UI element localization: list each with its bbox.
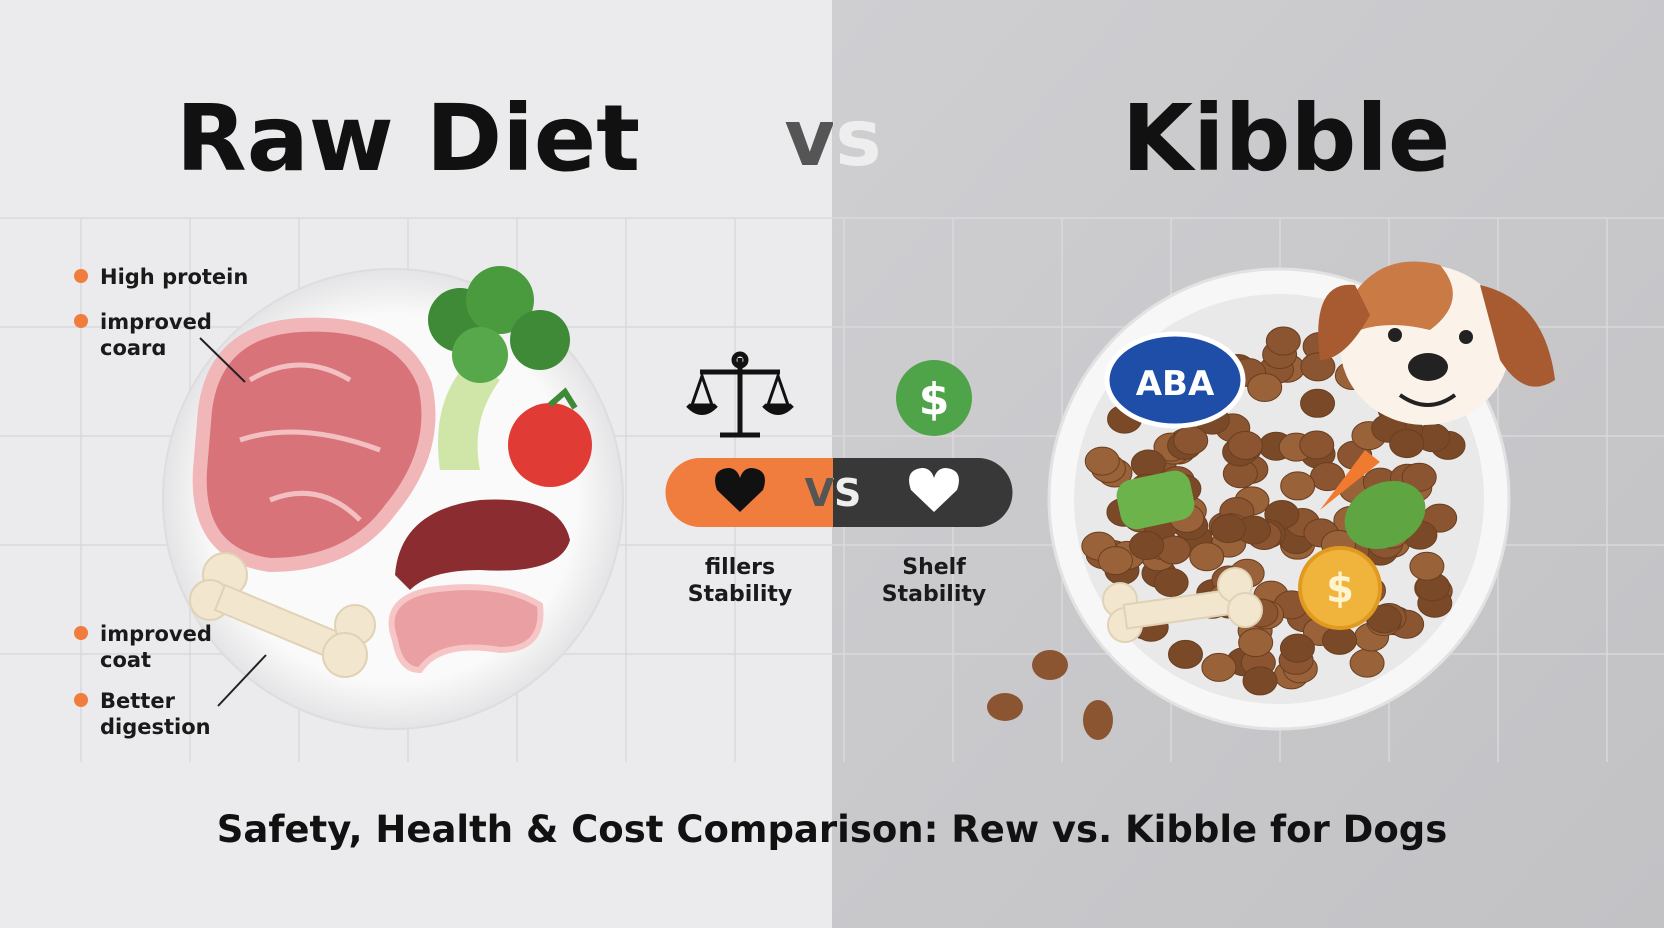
mid-label: Stability (688, 582, 792, 607)
raw-plate (162, 266, 624, 730)
kibble-piece (1167, 639, 1203, 669)
benefit-text: coarɑ (100, 336, 166, 360)
scales-icon (686, 351, 794, 438)
kibble-piece (1280, 471, 1316, 501)
benefit-list: High proteinimprovedcoarɑimprovedcoatBet… (74, 265, 248, 739)
badge-text: ABA (1136, 364, 1215, 404)
kibble-piece (1300, 388, 1336, 418)
pointer-line (199, 337, 246, 383)
bullet-dot (74, 693, 88, 707)
vs-title: vs (784, 94, 881, 184)
dollar-symbol: $ (919, 374, 950, 425)
kibble-piece (1210, 514, 1246, 544)
kibble-piece (1299, 430, 1335, 460)
kibble-piece (1389, 429, 1425, 459)
benefit-text: improved (100, 622, 212, 646)
kibble-piece (1097, 546, 1133, 576)
left-title: Raw Diet (176, 85, 640, 192)
kibble-piece (1300, 352, 1336, 382)
kibble-piece (1322, 625, 1358, 655)
kibble-piece (1173, 425, 1209, 455)
bullet-dot (74, 269, 88, 283)
kibble-piece (1409, 551, 1445, 581)
bullet-dot (74, 626, 88, 640)
mid-label: Stability (882, 582, 986, 607)
benefit-text: Better (100, 689, 176, 713)
kibble-piece (1227, 430, 1263, 460)
pointer-line (217, 654, 267, 707)
benefit-text: coat (100, 648, 151, 672)
kibble-piece (1242, 666, 1278, 696)
kibble-piece (1189, 542, 1225, 572)
footer-title: Safety, Health & Cost Comparison: Rew vs… (217, 808, 1448, 851)
dog-face (1318, 261, 1555, 425)
kibble-piece (1265, 326, 1301, 356)
kibble-piece (1129, 531, 1165, 561)
mid-label: fillers (705, 555, 775, 580)
benefit-text: High protein (100, 265, 248, 289)
kibble-piece (1401, 462, 1437, 492)
kibble-piece (1153, 567, 1189, 597)
heart-icon (715, 468, 765, 512)
kibble-piece (1201, 652, 1237, 682)
right-title: Kibble (1122, 85, 1450, 192)
kibble-piece (1349, 648, 1385, 678)
heart-icon (909, 468, 959, 512)
kibble-piece (1238, 628, 1274, 658)
bullet-dot (74, 314, 88, 328)
benefit-text: digestion (100, 715, 211, 739)
coin-symbol: $ (1326, 566, 1354, 612)
kibble-piece (1084, 446, 1120, 476)
kibble-bowl: $ ABA (987, 261, 1555, 740)
kibble-piece (1247, 372, 1283, 402)
mid-label: Shelf (902, 555, 966, 580)
pill-vs: VS (805, 471, 862, 515)
kibble-piece (1279, 633, 1315, 663)
benefit-text: improved (100, 310, 212, 334)
dollar-circle (896, 360, 972, 436)
